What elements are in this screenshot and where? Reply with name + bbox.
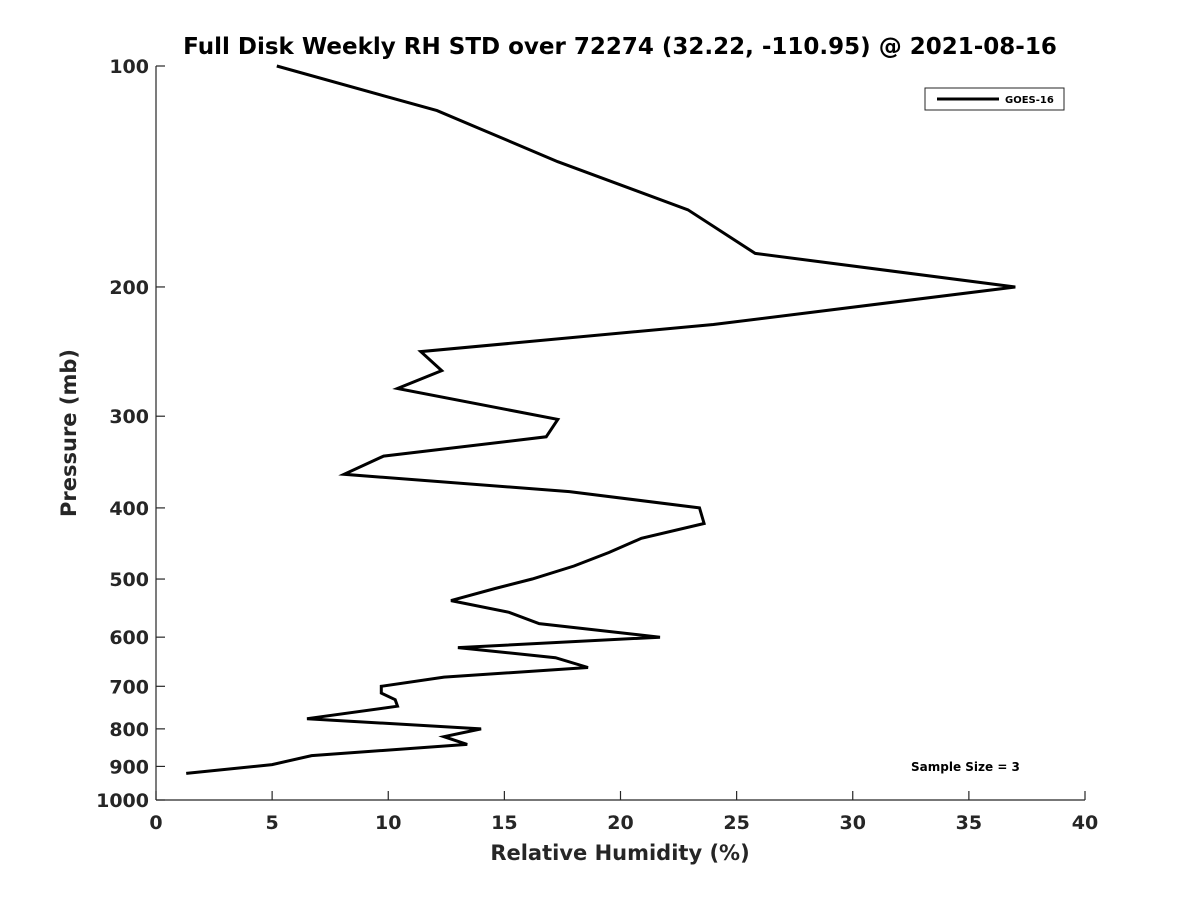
y-tick-label: 900 <box>109 756 149 778</box>
x-ticks: 0 5 10 15 20 25 30 35 40 <box>149 791 1098 834</box>
x-tick-label: 5 <box>266 812 279 834</box>
x-tick-label: 0 <box>149 812 162 834</box>
series-layer <box>186 64 1016 775</box>
legend: GOES-16 <box>924 87 1065 111</box>
y-axis-label: Pressure (mb) <box>57 349 81 517</box>
x-tick-label: 10 <box>375 812 401 834</box>
y-tick-label: 800 <box>109 719 149 741</box>
x-tick-label: 25 <box>723 812 749 834</box>
y-tick-label: 300 <box>109 406 149 428</box>
y-tick-label: 600 <box>109 627 149 649</box>
y-ticks: 100 200 300 400 500 600 700 800 900 1000 <box>96 56 165 812</box>
y-tick-label: 1000 <box>96 790 149 812</box>
y-tick-label: 200 <box>109 277 149 299</box>
x-tick-label: 40 <box>1072 812 1098 834</box>
series-line-goes-16 <box>186 64 1016 775</box>
y-tick-label: 400 <box>109 498 149 520</box>
y-tick-label: 700 <box>109 676 149 698</box>
x-tick-label: 35 <box>956 812 982 834</box>
x-tick-label: 15 <box>491 812 517 834</box>
x-tick-label: 30 <box>840 812 866 834</box>
x-tick-label: 20 <box>607 812 633 834</box>
legend-entry-goes-16: GOES-16 <box>1005 95 1054 106</box>
chart-title: Full Disk Weekly RH STD over 72274 (32.2… <box>183 34 1057 60</box>
y-tick-label: 100 <box>109 56 149 78</box>
x-axis-label: Relative Humidity (%) <box>490 841 749 865</box>
sample-size-annotation: Sample Size = 3 <box>911 760 1020 774</box>
y-tick-label: 500 <box>109 569 149 591</box>
